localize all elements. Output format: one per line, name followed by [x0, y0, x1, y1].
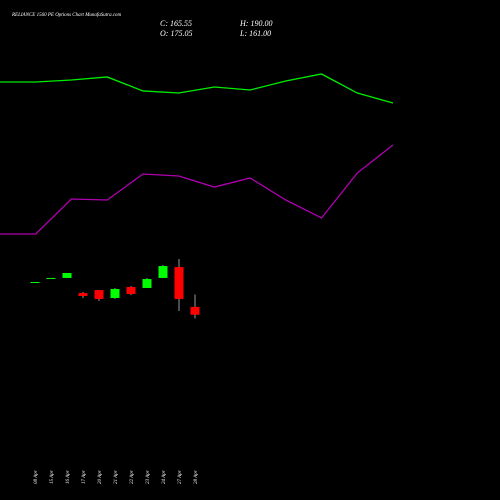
candle-body [78, 293, 88, 296]
candle-body [126, 286, 136, 295]
candle-body [142, 279, 152, 288]
x-tick-label: 17 Apr [82, 470, 87, 484]
x-tick-label: 28 Apr [194, 470, 199, 484]
x-tick-label: 08 Apr [34, 470, 39, 484]
x-tick-label: 21 Apr [114, 470, 119, 484]
x-tick-label: 20 Apr [98, 470, 103, 484]
indicator-line [0, 73, 394, 104]
candle-body [174, 267, 184, 299]
x-tick-label: 23 Apr [146, 470, 151, 484]
candle-body [110, 288, 120, 298]
x-tick-label: 16 Apr [66, 470, 71, 484]
candle-body [30, 282, 40, 284]
x-tick-label: 22 Apr [130, 470, 135, 484]
high-label: H: 190.00 [239, 19, 272, 28]
candle-body [94, 290, 104, 299]
candle-body [158, 266, 168, 278]
close-label: C: 165.55 [160, 19, 192, 28]
indicator-line [0, 144, 394, 235]
candle-body [190, 306, 200, 315]
candle-body [46, 277, 56, 279]
open-label: O: 175.05 [160, 29, 192, 38]
x-tick-label: 15 Apr [50, 470, 55, 484]
x-tick-label: 24 Apr [162, 470, 167, 484]
x-tick-label: 27 Apr [178, 470, 183, 484]
candle-body [62, 272, 72, 278]
chart-title: RELIANCE 1560 PE Options Chart MunafaSut… [11, 13, 122, 18]
low-label: L: 161.00 [239, 29, 271, 38]
